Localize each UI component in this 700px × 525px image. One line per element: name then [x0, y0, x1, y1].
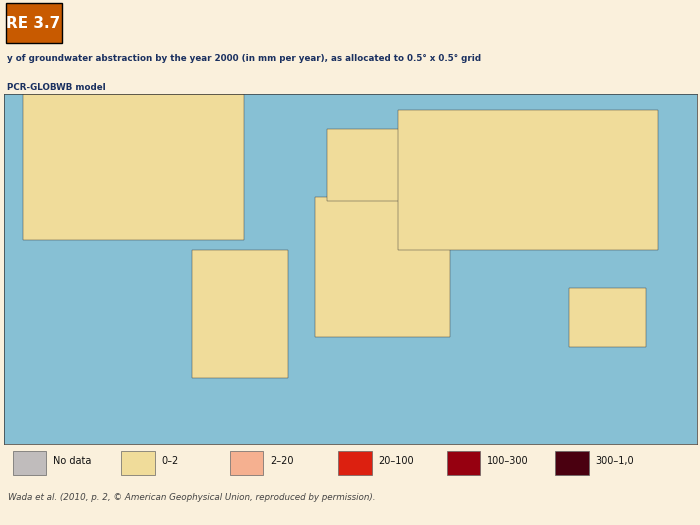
Text: 0–2: 0–2 [162, 456, 179, 467]
FancyBboxPatch shape [338, 451, 372, 475]
Text: 100–300: 100–300 [487, 456, 528, 467]
Text: RE 3.7: RE 3.7 [6, 16, 61, 31]
Bar [398, 110, 658, 250]
FancyBboxPatch shape [555, 451, 589, 475]
FancyBboxPatch shape [13, 451, 46, 475]
Text: No data: No data [53, 456, 92, 467]
Text: PCR-GLOBWB model: PCR-GLOBWB model [7, 83, 106, 92]
Bar [22, 94, 244, 240]
Bar [327, 129, 437, 201]
Text: Wada et al. (2010, p. 2, © American Geophysical Union, reproduced by permission): Wada et al. (2010, p. 2, © American Geop… [8, 493, 376, 502]
Bar [570, 288, 647, 346]
Text: 300–1,0: 300–1,0 [596, 456, 634, 467]
Bar [315, 197, 450, 337]
FancyBboxPatch shape [121, 451, 155, 475]
FancyBboxPatch shape [447, 451, 480, 475]
Text: 20–100: 20–100 [379, 456, 414, 467]
FancyBboxPatch shape [230, 451, 263, 475]
Text: y of groundwater abstraction by the year 2000 (in mm per year), as allocated to : y of groundwater abstraction by the year… [7, 54, 481, 62]
FancyBboxPatch shape [6, 4, 62, 44]
Text: 2–20: 2–20 [270, 456, 294, 467]
Bar [192, 250, 288, 377]
